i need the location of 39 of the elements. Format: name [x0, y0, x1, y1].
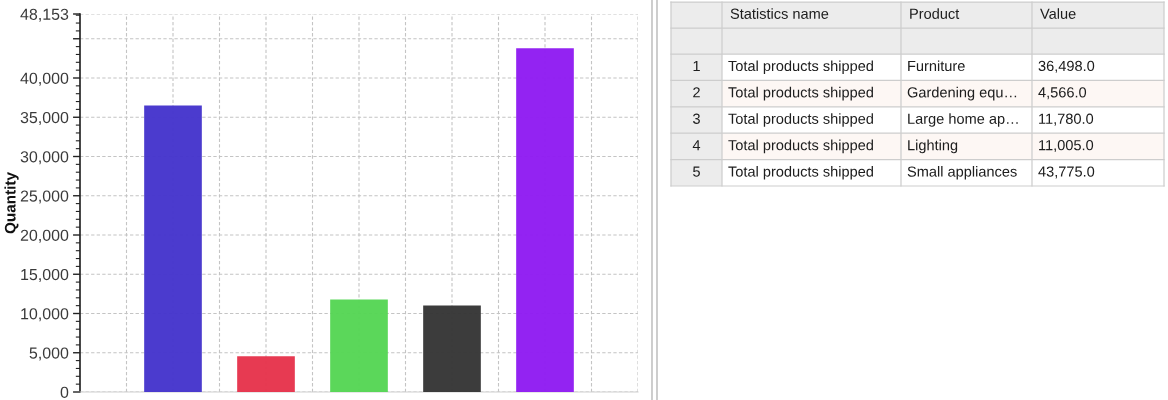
- text: 11,780.0: [1039, 113, 1094, 126]
- bar: [516, 48, 574, 392]
- y-tick-label: 25,000: [20, 190, 69, 204]
- text: 36,498.0: [1038, 60, 1095, 73]
- text: Value: [1040, 8, 1076, 19]
- bar: [237, 356, 295, 392]
- bar: [423, 305, 481, 392]
- text: Total products shipped: [728, 60, 873, 74]
- text: 3: [693, 113, 700, 124]
- text: 4: [692, 140, 701, 151]
- text: Statistics name: [730, 8, 829, 19]
- y-tick-label: 10,000: [21, 308, 69, 322]
- y-tick-label: 0: [60, 386, 69, 398]
- text: 4,566.0: [1038, 87, 1087, 100]
- text: Large home ap…: [908, 113, 1018, 127]
- text: Gardening equ…: [907, 86, 1017, 101]
- y-tick-label: 40,000: [20, 72, 69, 86]
- text: Total products shipped: [728, 139, 873, 154]
- text: Product: [910, 8, 960, 19]
- text: Total products shipped: [728, 113, 873, 127]
- text: Small appliances: [907, 166, 1017, 180]
- text: 43,775.0: [1038, 166, 1095, 179]
- y-tick-label: 30,000: [20, 151, 69, 165]
- text: Furniture: [908, 60, 965, 72]
- y-tick-label: 48,153: [20, 8, 69, 22]
- text: Total products shipped: [728, 166, 873, 180]
- y-axis-title: Quantity: [4, 172, 19, 234]
- text: 1: [693, 60, 700, 71]
- y-tick-label: 15,000: [21, 268, 69, 283]
- text: 5: [693, 166, 700, 177]
- text: 2: [693, 87, 700, 98]
- text: Total products shipped: [728, 86, 873, 101]
- y-tick-label: 35,000: [20, 111, 69, 126]
- bar: [330, 299, 388, 392]
- text: 11,005.0: [1039, 139, 1094, 153]
- bar: [144, 105, 202, 392]
- y-tick-label: 20,000: [20, 229, 69, 243]
- text: Lighting: [908, 139, 958, 154]
- y-tick-label: 5,000: [29, 347, 69, 361]
